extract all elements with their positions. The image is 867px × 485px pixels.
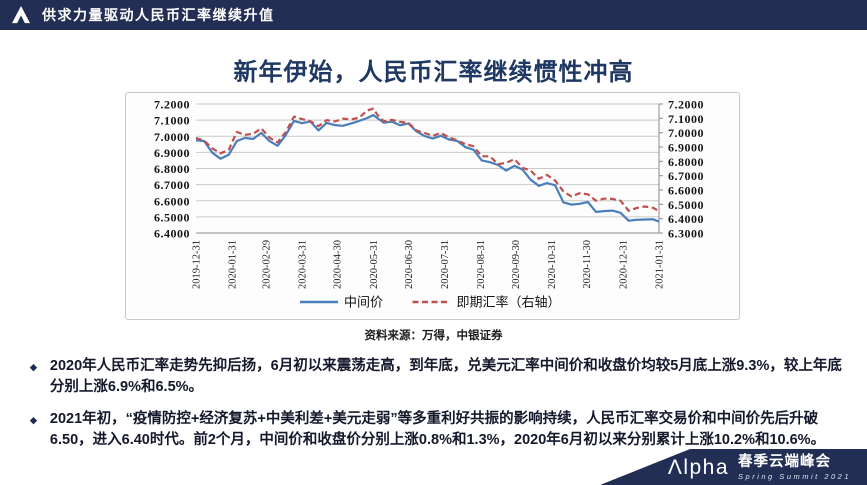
svg-text:中间价: 中间价 (344, 295, 383, 310)
svg-text:6.9000: 6.9000 (668, 141, 704, 155)
svg-text:2020-05-31: 2020-05-31 (369, 240, 380, 289)
svg-text:2020-06-30: 2020-06-30 (404, 240, 415, 289)
svg-text:7.0000: 7.0000 (668, 126, 704, 140)
svg-text:6.4000: 6.4000 (668, 212, 704, 226)
svg-text:6.5000: 6.5000 (154, 210, 190, 224)
header-title: 供求力量驱动人民币汇率继续升值 (42, 7, 275, 23)
svg-text:6.3000: 6.3000 (668, 227, 704, 241)
bullet-text-2: 2021年初，“疫情防控+经济复苏+中美利差+美元走弱”等多重利好共振的影响持续… (49, 411, 826, 449)
svg-text:6.5000: 6.5000 (668, 198, 704, 212)
svg-text:2020-03-31: 2020-03-31 (298, 240, 309, 289)
svg-text:6.8000: 6.8000 (668, 155, 704, 169)
svg-text:7.1000: 7.1000 (668, 112, 704, 126)
svg-text:6.6000: 6.6000 (154, 194, 190, 208)
bullet-item-1: ◆ 2020年人民币汇率走势先抑后扬，6月初以来震荡走高，到年底，兑美元汇率中间… (30, 356, 845, 398)
diamond-bullet-icon: ◆ (30, 362, 37, 372)
svg-text:7.1000: 7.1000 (154, 114, 190, 128)
svg-text:6.9000: 6.9000 (154, 146, 190, 160)
exchange-rate-chart: 7.2000 7.1000 7.0000 6.9000 6.8000 6.7000 6.60… (125, 92, 740, 320)
event-name-en: Spring Summit 2021 (738, 471, 851, 481)
svg-text:2020-12-31: 2020-12-31 (618, 240, 629, 289)
svg-text:2020-09-30: 2020-09-30 (511, 240, 522, 289)
svg-text:2020-01-31: 2020-01-31 (228, 240, 239, 289)
header-bar: 供求力量驱动人民币汇率继续升值 (0, 0, 867, 30)
footer-banner (561, 447, 867, 485)
svg-text:6.4000: 6.4000 (154, 227, 190, 241)
bullet-item-2: ◆ 2021年初，“疫情防控+经济复苏+中美利差+美元走弱”等多重利好共振的影响… (30, 409, 845, 451)
page-title: 新年伊始，人民币汇率继续惯性冲高 (233, 59, 634, 86)
bullet-list: ◆ 2020年人民币汇率走势先抑后扬，6月初以来震荡走高，到年底，兑美元汇率中间… (30, 356, 845, 462)
svg-text:2020-07-31: 2020-07-31 (440, 240, 451, 289)
svg-text:2020-08-31: 2020-08-31 (476, 240, 487, 289)
event-name-cn: 春季云端峰会 (738, 454, 832, 470)
alpha-brand-text: Λlpha (667, 455, 730, 479)
footer-logo: Λlpha 春季云端峰会 Spring Summit 2021 (668, 455, 851, 480)
diamond-bullet-icon: ◆ (30, 415, 37, 426)
event-name-block: 春季云端峰会 Spring Summit 2021 (738, 455, 851, 480)
footer-diagonal-stripe (561, 447, 689, 485)
svg-text:7.0000: 7.0000 (154, 130, 190, 144)
svg-text:2020-02-29: 2020-02-29 (262, 240, 273, 289)
alpha-triangle-logo-icon (12, 6, 30, 24)
svg-text:6.8000: 6.8000 (154, 162, 190, 176)
svg-text:7.2000: 7.2000 (154, 98, 190, 112)
svg-text:6.7000: 6.7000 (154, 178, 190, 192)
svg-text:6.7000: 6.7000 (668, 169, 704, 183)
svg-text:2019-12-31: 2019-12-31 (192, 240, 203, 289)
svg-text:2020-10-31: 2020-10-31 (547, 240, 558, 289)
svg-text:2020-04-30: 2020-04-30 (333, 240, 344, 289)
data-source-note: 资料来源：万得，中银证券 (364, 330, 503, 342)
bullet-text-1: 2020年人民币汇率走势先抑后扬，6月初以来震荡走高，到年底，兑美元汇率中间价和… (49, 358, 842, 396)
svg-text:6.6000: 6.6000 (668, 184, 704, 198)
svg-text:2021-01-31: 2021-01-31 (655, 240, 666, 289)
svg-text:7.2000: 7.2000 (668, 98, 704, 112)
exchange-rate-chart-svg: 7.20007.10007.00006.90006.80006.70006.60… (154, 98, 704, 310)
footer-banner-shape (600, 449, 867, 485)
svg-text:即期汇率（右轴）: 即期汇率（右轴） (457, 295, 561, 310)
svg-text:2020-11-30: 2020-11-30 (582, 240, 593, 289)
